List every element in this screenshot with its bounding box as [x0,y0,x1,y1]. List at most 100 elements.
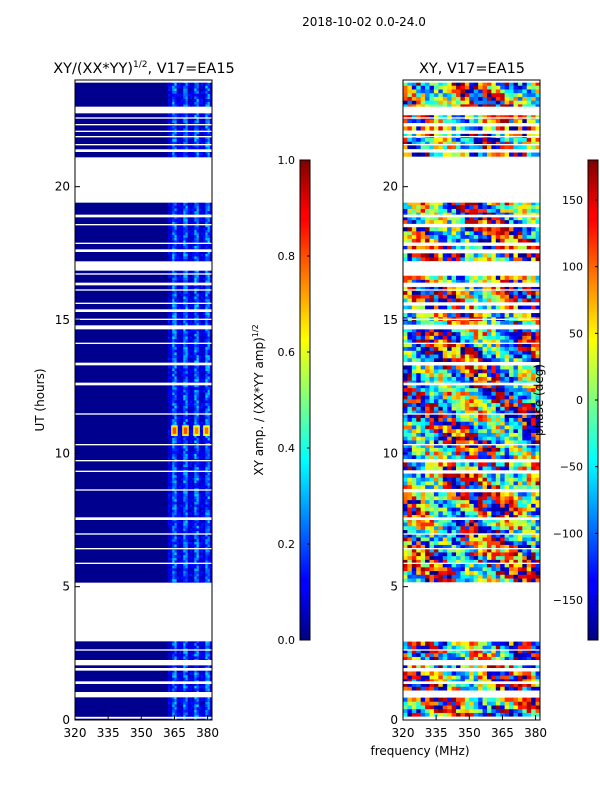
amplitude-cell [181,320,184,324]
amplitude-cell [181,141,184,145]
amplitude-cell [172,640,175,644]
amplitude-cell [203,85,206,89]
amplitude-cell [203,565,206,569]
amplitude-cell [200,552,204,556]
amplitude-cell [172,421,175,425]
amplitude-cell [181,290,184,294]
amplitude-cell [203,541,206,545]
amplitude-cell [207,370,211,374]
amplitude-cell [174,93,177,97]
amplitude-cell [196,346,200,350]
amplitude-cell [189,565,193,569]
amplitude-cell [196,552,200,556]
amplitude-cell [192,274,195,278]
amplitude-cell [185,240,188,244]
amplitude-cell [203,549,206,553]
amplitude-cell [189,245,193,249]
amplitude-cell [185,280,188,284]
amplitude-cell [192,544,195,548]
amplitude-cell [174,96,177,100]
amplitude-cell [189,112,193,116]
amplitude-cell [172,650,175,654]
amplitude-cell [198,448,202,452]
amplitude-row [75,682,212,686]
amplitude-cell [207,437,211,441]
amplitude-cell [189,677,193,681]
amplitude-cell [196,256,200,260]
amplitude-cell [174,114,177,118]
amplitude-cell [200,354,204,358]
amplitude-cell [172,90,175,94]
amplitude-cell [187,312,191,316]
amplitude-cell [185,256,188,260]
amplitude-cell [194,133,197,137]
amplitude-cell [205,330,208,334]
amplitude-cell [167,368,171,372]
amplitude-cell [194,677,197,681]
amplitude-cell [198,642,202,646]
amplitude-cell [187,144,191,148]
amplitude-cell [205,464,208,468]
amplitude-row [75,336,212,340]
amplitude-cell [170,514,173,518]
amplitude-cell [203,90,206,94]
amplitude-cell [170,472,173,476]
amplitude-cell [203,653,206,657]
amplitude-cell [205,456,208,460]
amplitude-cell [205,445,208,449]
amplitude-cell [181,682,184,686]
amplitude-cell [205,232,208,236]
amplitude-cell [194,712,197,716]
amplitude-cell [181,437,184,441]
amplitude-cell [176,378,180,382]
amplitude-cell [203,370,206,374]
amplitude-row [75,210,212,214]
amplitude-cell [176,712,180,716]
amplitude-cell [205,290,208,294]
amplitude-cell [209,237,212,241]
amplitude-cell [194,472,197,476]
amplitude-cell [167,210,171,214]
amplitude-cell [176,461,180,465]
amplitude-cell [209,440,212,444]
amplitude-cell [181,714,184,718]
amplitude-cell [172,570,175,574]
amplitude-cell [196,138,200,142]
amplitude-cell [183,653,186,657]
amplitude-cell [203,285,206,289]
amplitude-cell [200,274,204,278]
amplitude-cell [200,650,204,654]
amplitude-cell [205,152,208,156]
amplitude-cell [196,320,200,324]
amplitude-cell [207,482,211,486]
amplitude-cell [194,544,197,548]
amplitude-cell [170,557,173,561]
amplitude-cell [198,456,202,460]
amplitude-cell [198,322,202,326]
amplitude-cell [194,352,197,356]
amplitude-cell [200,237,204,241]
amplitude-cell [196,293,200,297]
amplitude-cell [198,674,202,678]
amplitude-cell [167,349,171,353]
amplitude-cell [176,96,180,100]
amplitude-cell [200,90,204,94]
amplitude-row [75,714,212,718]
amplitude-cell [207,650,211,654]
amplitude-cell [187,544,191,548]
amplitude-cell [172,357,175,361]
amplitude-cell [174,490,177,494]
amplitude-cell [176,642,180,646]
amplitude-cell [187,88,191,92]
amplitude-cell [187,669,191,673]
amplitude-cell [203,130,206,134]
amplitude-cell [200,245,204,249]
amplitude-row [75,653,212,657]
amplitude-cell [207,474,211,478]
amplitude-cell [174,224,177,228]
amplitude-cell [203,296,206,300]
amplitude-cell [174,530,177,534]
amplitude-cell [209,146,212,150]
amplitude-cell [176,576,180,580]
amplitude-row [75,322,212,326]
